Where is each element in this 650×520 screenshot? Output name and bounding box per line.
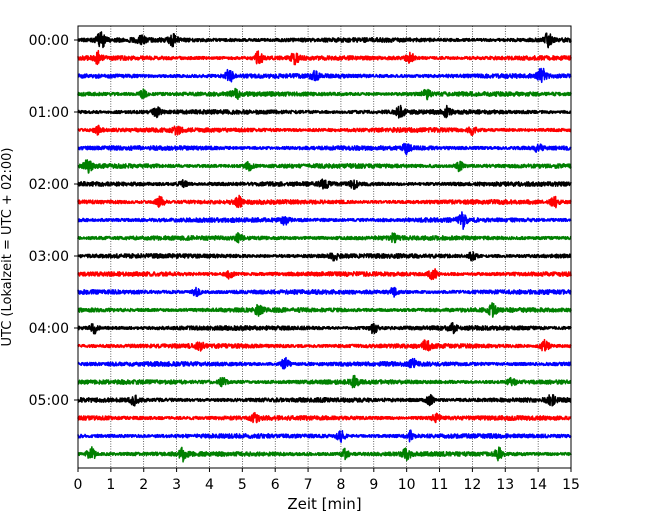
trace-0045 [77, 87, 572, 101]
trace-0000 [77, 31, 572, 49]
x-axis-label: Zeit [min] [287, 495, 361, 513]
trace-0030 [77, 67, 572, 84]
x-tick-label-12: 12 [463, 477, 481, 493]
trace-0145 [77, 159, 572, 174]
trace-0530 [77, 429, 572, 443]
x-tick-label-1: 1 [106, 477, 115, 493]
y-tick-label-05:00: 05:00 [29, 393, 69, 409]
trace-group [77, 31, 572, 463]
x-tick-label-2: 2 [139, 477, 148, 493]
x-tick-label-11: 11 [431, 477, 449, 493]
x-tick-label-9: 9 [369, 477, 378, 493]
trace-0500 [77, 393, 572, 407]
x-tick-label-7: 7 [304, 477, 313, 493]
x-axis: 0 1 2 3 4 5 6 7 8 9 10 11 12 13 14 15 [74, 468, 580, 493]
trace-0100 [77, 104, 572, 119]
trace-0130 [77, 142, 572, 156]
y-tick-label-04:00: 04:00 [29, 321, 69, 337]
trace-0315 [77, 268, 572, 281]
trace-0115 [77, 124, 572, 137]
trace-0200 [77, 178, 572, 190]
trace-0245 [77, 231, 572, 244]
y-axis-label: UTC (Lokalzeit = UTC + 02:00) [0, 148, 15, 347]
x-tick-label-5: 5 [238, 477, 247, 493]
trace-0545 [77, 446, 572, 463]
trace-0300 [77, 251, 572, 262]
x-tick-label-0: 0 [74, 477, 83, 493]
y-tick-label-00:00: 00:00 [29, 33, 69, 49]
plot-frame [77, 25, 572, 469]
trace-0415 [77, 338, 572, 352]
trace-0015 [77, 49, 572, 66]
y-tick-label-02:00: 02:00 [29, 177, 69, 193]
trace-0515 [77, 411, 572, 424]
y-tick-label-01:00: 01:00 [29, 105, 69, 121]
trace-0400 [77, 321, 572, 335]
trace-0345 [77, 302, 572, 318]
vertical-grid [110, 26, 539, 468]
trace-0430 [77, 356, 572, 370]
x-tick-label-3: 3 [172, 477, 181, 493]
x-tick-label-10: 10 [398, 477, 416, 493]
x-tick-label-15: 15 [562, 477, 580, 493]
trace-0330 [77, 286, 572, 298]
y-tick-label-03:00: 03:00 [29, 249, 69, 265]
x-tick-label-14: 14 [529, 477, 547, 493]
x-tick-label-8: 8 [336, 477, 345, 493]
x-tick-label-6: 6 [271, 477, 280, 493]
x-tick-label-4: 4 [205, 477, 214, 493]
trace-0445 [77, 374, 572, 389]
y-axis: 00:00 01:00 02:00 03:00 04:00 05:00 [29, 33, 78, 409]
trace-0230 [77, 211, 572, 230]
trace-0215 [77, 194, 572, 209]
x-tick-label-13: 13 [496, 477, 514, 493]
